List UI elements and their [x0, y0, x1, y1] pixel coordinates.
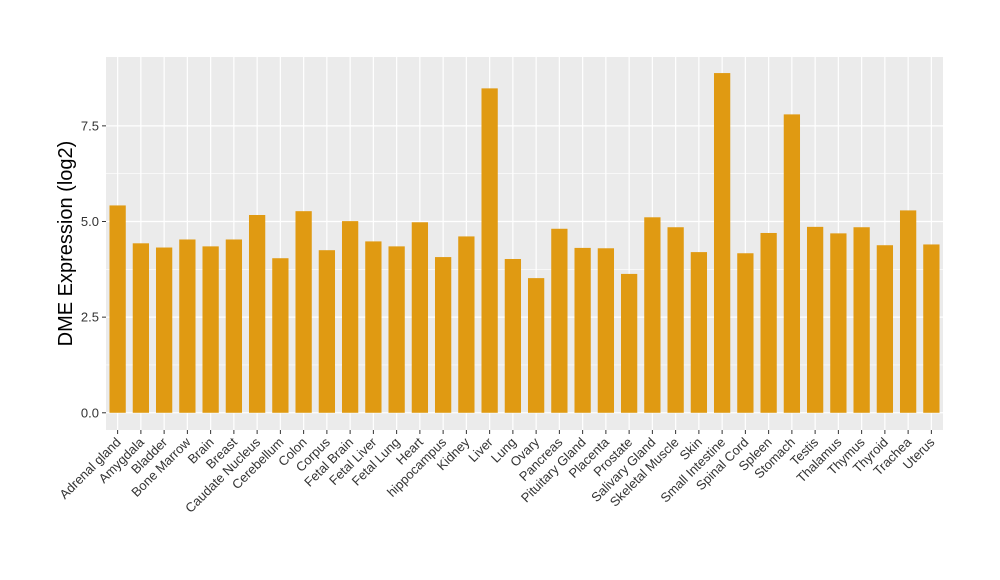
y-axis-title: DME Expression (log2) [55, 141, 77, 347]
bar [783, 114, 801, 413]
bar [620, 273, 638, 413]
bar [365, 241, 382, 413]
bar [853, 227, 870, 413]
bar [109, 205, 126, 413]
bar [667, 227, 684, 413]
bar [458, 236, 475, 413]
bar [551, 228, 568, 413]
y-tick-label: 5.0 [81, 214, 99, 229]
bar [248, 214, 266, 413]
bar [923, 244, 940, 413]
bar [295, 211, 312, 413]
bar [899, 210, 917, 413]
bar [225, 239, 243, 413]
y-tick-label: 2.5 [81, 310, 99, 325]
bars [109, 73, 940, 413]
bar [202, 246, 219, 413]
bar [388, 246, 405, 413]
bar [760, 232, 777, 413]
plot-panel [106, 57, 943, 430]
y-tick-label: 7.5 [81, 118, 99, 133]
x-tick-label: Liver [465, 434, 496, 465]
bar [504, 258, 522, 413]
bar [527, 278, 545, 413]
bar [132, 243, 150, 413]
y-tick-label: 0.0 [81, 405, 99, 420]
bar [830, 233, 847, 413]
bar [318, 250, 336, 413]
bar [713, 73, 731, 413]
bar [179, 239, 196, 413]
bar [574, 247, 591, 413]
bar [341, 221, 359, 413]
bar [806, 226, 824, 413]
bar [690, 252, 708, 413]
bar [434, 257, 452, 413]
bar [155, 247, 173, 413]
y-axis: 0.0 2.5 5.0 7.5 [81, 118, 106, 420]
bar [597, 248, 615, 413]
bar [272, 258, 289, 413]
bar [644, 217, 661, 413]
bar [481, 88, 498, 413]
bar [876, 245, 894, 413]
bar [737, 253, 754, 413]
bar [411, 222, 429, 413]
